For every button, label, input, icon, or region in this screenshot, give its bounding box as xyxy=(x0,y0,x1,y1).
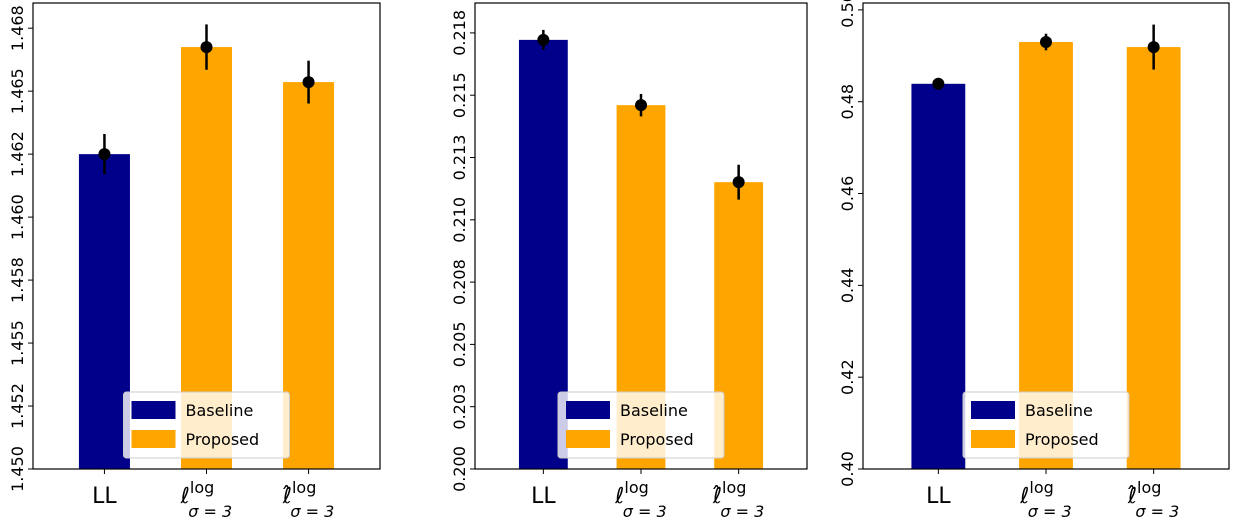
category-subscript: σ = 3 xyxy=(290,502,334,521)
y-tick-label: 0.215 xyxy=(450,72,469,118)
y-tick-label: 0.46 xyxy=(838,176,857,212)
y-tick-label: 0.50 xyxy=(838,0,857,28)
category-superscript: log xyxy=(292,478,316,497)
axes-frame xyxy=(474,2,808,470)
x-tick-label: ℓ̂log σ = 3 xyxy=(1127,478,1179,521)
x-tick-label: ℓ̂log σ = 3 xyxy=(712,478,764,521)
y-tick-label: 1.458 xyxy=(8,257,27,303)
legend-swatch xyxy=(131,401,176,419)
mean-point xyxy=(537,33,550,46)
y-tick-label: 1.460 xyxy=(8,194,27,240)
legend-label: Proposed xyxy=(1025,430,1099,449)
category-base: ℓ̂ xyxy=(712,484,722,509)
category-superscript: log xyxy=(1137,478,1161,497)
axes-frame xyxy=(862,2,1230,470)
y-tick-label: 0.200 xyxy=(450,446,469,492)
y-tick-label: 1.450 xyxy=(8,446,27,492)
x-tick-label: ℓlog σ = 3 xyxy=(180,478,232,521)
category-subscript: σ = 3 xyxy=(1028,502,1072,521)
category-superscript: log xyxy=(190,478,214,497)
y-tick-label: 0.48 xyxy=(838,84,857,120)
legend-swatch xyxy=(131,430,176,448)
category-subscript: σ = 3 xyxy=(720,502,764,521)
y-tick-label: 0.218 xyxy=(450,10,469,56)
legend-swatch xyxy=(971,430,1015,448)
mean-point xyxy=(98,148,111,161)
category-subscript: σ = 3 xyxy=(623,502,667,521)
y-tick-label: 0.203 xyxy=(450,384,469,430)
y-tick-label: 0.40 xyxy=(838,451,857,487)
legend-label: Baseline xyxy=(1025,401,1093,420)
legend-swatch xyxy=(971,401,1015,419)
legend-label: Baseline xyxy=(186,401,254,420)
legend-swatch xyxy=(566,430,610,448)
bar xyxy=(78,154,130,469)
y-tick-label: 1.462 xyxy=(8,131,27,177)
y-tick-label: 0.44 xyxy=(838,268,857,304)
category-base: ℓ xyxy=(614,484,624,509)
category-superscript: log xyxy=(624,478,648,497)
x-tick-label: ℓlog σ = 3 xyxy=(1019,478,1071,521)
y-tick-label: 0.213 xyxy=(450,135,469,181)
y-tick-label: 0.208 xyxy=(450,259,469,305)
mean-point xyxy=(200,41,213,54)
category-subscript: σ = 3 xyxy=(1135,502,1179,521)
bar xyxy=(283,82,335,469)
y-tick-label: 0.205 xyxy=(450,321,469,367)
x-tick-label: LL xyxy=(92,484,117,509)
x-tick-label: ℓlog σ = 3 xyxy=(614,478,666,521)
mean-point xyxy=(1147,41,1160,54)
axes-frame xyxy=(32,2,381,470)
y-tick-label: 1.455 xyxy=(8,320,27,366)
bar xyxy=(1126,47,1181,469)
y-tick-label: 1.452 xyxy=(8,383,27,429)
category-base: ℓ̂ xyxy=(282,484,292,509)
category-base: ℓ xyxy=(180,484,190,509)
y-tick-label: 1.465 xyxy=(8,68,27,114)
legend-label: Proposed xyxy=(620,430,694,449)
x-tick-label: LL xyxy=(531,484,556,509)
category-superscript: log xyxy=(1029,478,1053,497)
mean-point xyxy=(1040,36,1052,49)
category-base: LL xyxy=(926,484,951,509)
mean-point xyxy=(732,176,745,189)
category-superscript: log xyxy=(722,478,746,497)
category-base: LL xyxy=(92,484,117,509)
mean-point xyxy=(932,77,945,90)
category-base: LL xyxy=(531,484,556,509)
x-tick-label: ℓ̂log σ = 3 xyxy=(282,478,334,521)
legend-swatch xyxy=(566,401,610,419)
x-tick-label: LL xyxy=(926,484,951,509)
y-tick-label: 0.42 xyxy=(838,359,857,395)
y-tick-label: 1.468 xyxy=(8,5,27,51)
legend-label: Baseline xyxy=(620,401,688,420)
y-tick-label: 0.210 xyxy=(450,197,469,243)
legend-label: Proposed xyxy=(186,430,260,449)
mean-point xyxy=(635,99,647,112)
category-base: ℓ xyxy=(1019,484,1029,509)
bar xyxy=(911,83,966,469)
category-subscript: σ = 3 xyxy=(188,502,232,521)
mean-point xyxy=(302,76,315,89)
category-base: ℓ̂ xyxy=(1127,484,1137,509)
